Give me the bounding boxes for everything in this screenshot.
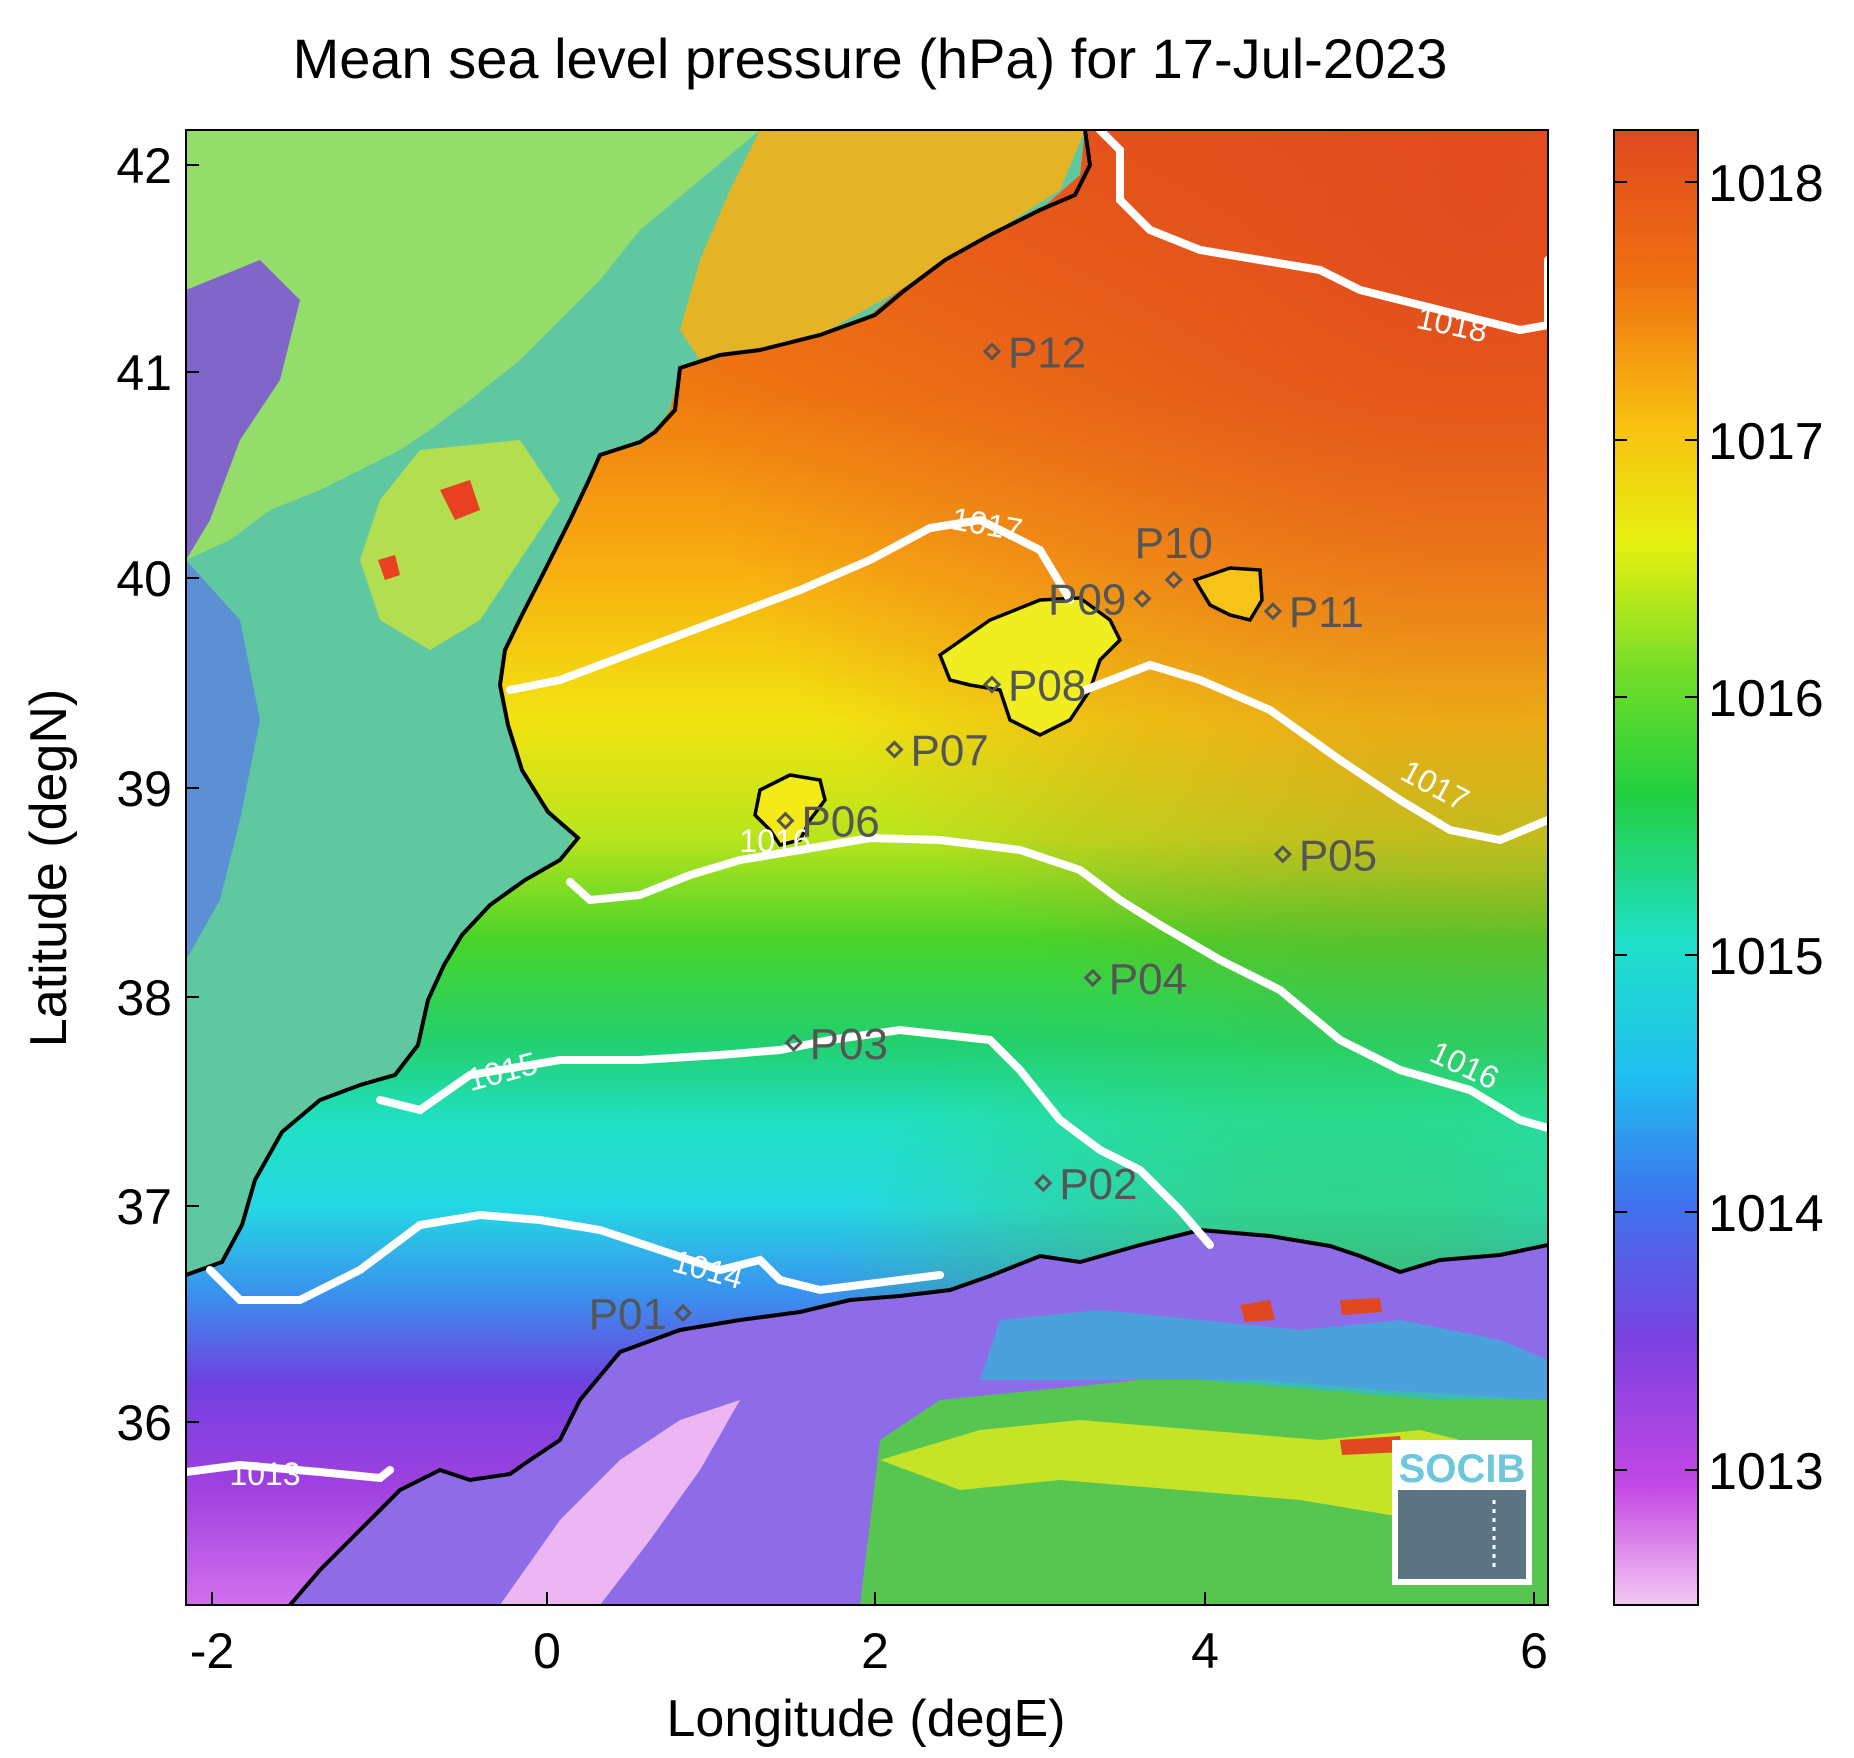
station-marker-p05 [1273, 845, 1292, 864]
colorbar: 1018 1017 1016 1015 1014 1013 [1613, 129, 1824, 1606]
station-label-p06: P06 [801, 798, 879, 847]
y-axis: 42 41 40 39 38 37 36 Latitude (degN) [20, 138, 199, 1451]
y-tick-label: 40 [116, 551, 172, 607]
station-marker-p03 [784, 1033, 803, 1052]
x-axis-label: Longitude (degE) [667, 1690, 1066, 1748]
x-tick-label: 6 [1520, 1623, 1548, 1679]
station-label-p01: P01 [589, 1290, 667, 1339]
island-ibiza [753, 773, 827, 847]
y-tick-label: 36 [116, 1395, 172, 1451]
station-marker-p11 [1263, 602, 1283, 621]
x-tick-label: 0 [533, 1623, 561, 1679]
station-label-p12: P12 [1008, 328, 1086, 377]
map-frame [185, 129, 1549, 1606]
station-label-p04: P04 [1109, 955, 1187, 1004]
map-title: Mean sea level pressure (hPa) for 17-Jul… [293, 27, 1448, 90]
station-label-p08: P08 [1008, 662, 1086, 711]
colorbar-tick-label: 1016 [1708, 670, 1824, 728]
socib-logo: SOCIB [1392, 1440, 1532, 1585]
station-marker-p02 [1034, 1174, 1053, 1193]
y-axis-label: Latitude (degN) [20, 689, 78, 1047]
contour-label: 1013 [229, 1456, 300, 1492]
y-tick-label: 41 [116, 345, 172, 401]
station-marker-p04 [1083, 968, 1102, 987]
contour-lines [186, 130, 1548, 1483]
station-label-p05: P05 [1299, 831, 1377, 880]
colorbar-tick-label: 1017 [1708, 413, 1824, 471]
station-marker-p10 [1164, 570, 1183, 589]
station-label-p11: P11 [1289, 588, 1364, 637]
pressure-map: 1013 1014 1015 1016 1017 1016 1017 1018 … [186, 130, 1548, 1605]
station-label-p10: P10 [1135, 519, 1213, 568]
colorbar-tick-label: 1014 [1708, 1185, 1824, 1243]
colorbar-tick-label: 1018 [1708, 155, 1824, 213]
y-tick-label: 37 [116, 1179, 172, 1235]
coastline-iberia [186, 130, 1093, 1277]
station-marker-p12 [982, 342, 1002, 361]
station-label-p02: P02 [1059, 1160, 1137, 1209]
station-label-p07: P07 [910, 727, 988, 776]
y-tick-label: 42 [116, 138, 172, 194]
x-tick-label: 2 [861, 1623, 889, 1679]
x-tick-label: 4 [1191, 1623, 1219, 1679]
x-tick-label: -2 [190, 1623, 234, 1679]
station-marker-p06 [776, 811, 795, 830]
logo-text: SOCIB [1399, 1447, 1526, 1491]
y-tick-label: 38 [116, 970, 172, 1026]
coastline-north-africa [288, 1227, 1548, 1605]
y-tick-label: 39 [116, 761, 172, 817]
colorbar-gradient [1613, 129, 1699, 1606]
x-axis: -2 0 2 4 6 Longitude (degE) [190, 1592, 1548, 1748]
contour-label: 1016 [739, 823, 810, 859]
colorbar-tick-label: 1015 [1708, 928, 1824, 986]
island-menorca [1192, 566, 1264, 623]
colorbar-tick-label: 1013 [1708, 1443, 1824, 1501]
station-marker-p09 [1133, 589, 1152, 608]
station-label-p09: P09 [1048, 576, 1126, 625]
station-marker-p08 [982, 675, 1002, 694]
station-marker-p01 [673, 1303, 693, 1323]
station-marker-p07 [885, 740, 904, 759]
station-label-p03: P03 [810, 1020, 888, 1069]
